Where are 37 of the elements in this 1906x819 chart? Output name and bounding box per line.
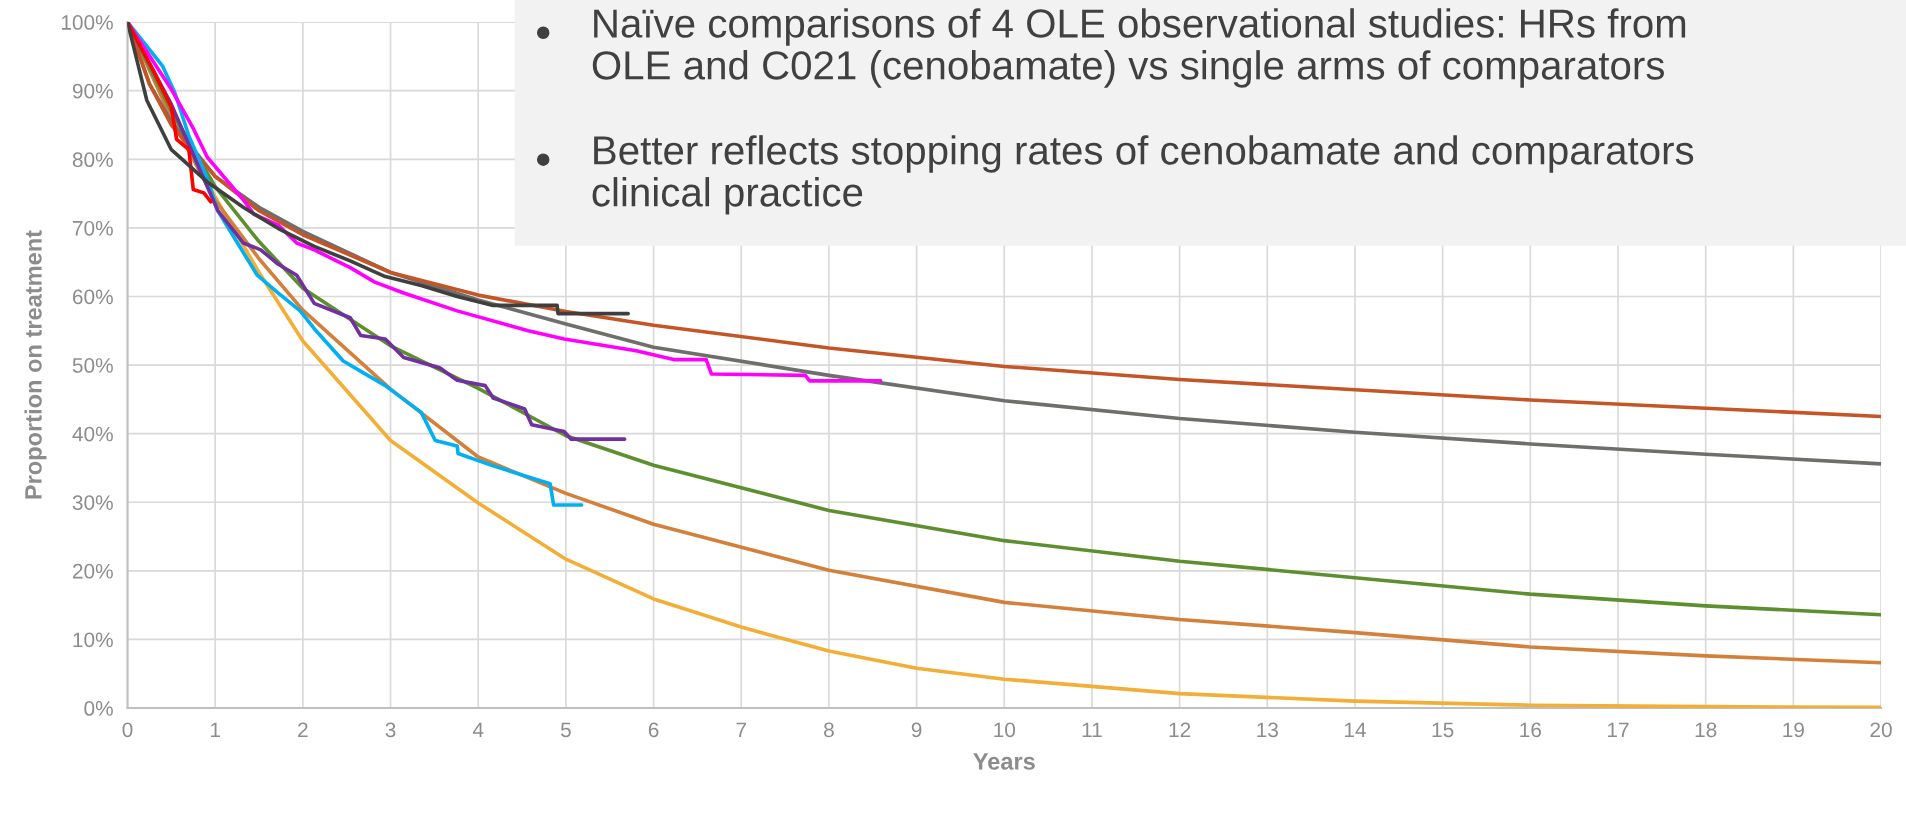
x-tick-label: 10 (994, 722, 1016, 738)
line-series (127, 22, 213, 204)
x-tick-label: 11 (1082, 722, 1102, 738)
x-tick-label: 16 (1520, 722, 1541, 738)
x-tick-label: 6 (648, 722, 659, 738)
x-tick-label: 1 (210, 722, 220, 738)
x-tick-label: 15 (1432, 722, 1454, 738)
y-axis-title: Proportion on treatment (24, 230, 47, 499)
y-tick-label: 20% (72, 563, 113, 579)
x-tick-label: 9 (911, 722, 922, 738)
y-tick-label: 60% (72, 289, 113, 305)
x-tick-label: 8 (824, 722, 834, 738)
y-tick-label: 80% (72, 152, 113, 168)
x-tick-label: 20 (1870, 722, 1892, 738)
y-tick-label: 90% (72, 83, 113, 99)
annotation: Naïve comparisons of 4 OLE observational studies: HRs from OLE and C021 (cenobamate) vs single arms of comparators (592, 8, 1686, 88)
x-tick-label: 14 (1344, 722, 1366, 738)
y-tick-label: 40% (72, 426, 113, 442)
y-tick-label: 0% (84, 701, 113, 716)
x-tick-label: 13 (1257, 722, 1278, 738)
y-tick-label: 50% (72, 358, 113, 373)
x-tick-label: 4 (472, 722, 484, 738)
y-tick-label: 10% (73, 632, 113, 648)
x-tick-label: 3 (385, 722, 396, 738)
x-tick-label: 17 (1608, 722, 1629, 738)
x-tick-label: 12 (1169, 722, 1191, 738)
x-tick-label: 7 (736, 722, 746, 738)
x-tick-label: 19 (1783, 722, 1804, 738)
annotation: Better reflects stopping rates of cenobamate and comparators clinical practice (592, 135, 1694, 215)
x-tick-label: 2 (298, 722, 308, 738)
x-tick-label: 18 (1695, 722, 1717, 738)
x-tick-label: 5 (560, 722, 571, 738)
y-tick-label: 30% (72, 495, 113, 511)
x-axis-title: Years (973, 753, 1035, 770)
y-tick-label: 100% (61, 15, 113, 30)
y-tick-label: 70% (72, 220, 113, 236)
x-tick-label: 0 (122, 722, 133, 738)
